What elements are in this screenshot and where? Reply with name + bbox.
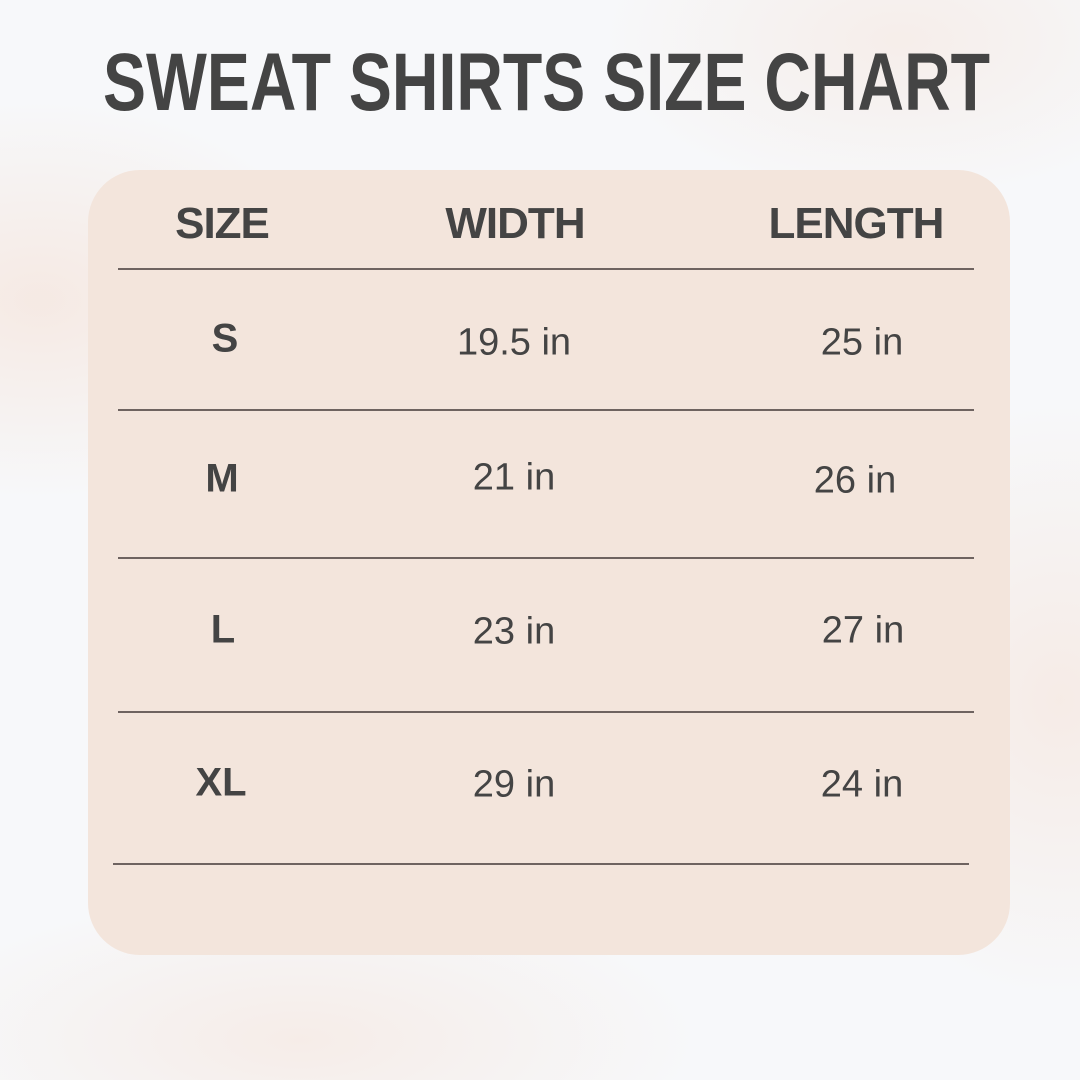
page-title-wrapper: SWEAT SHIRTS SIZE CHART bbox=[103, 37, 990, 128]
divider bbox=[113, 863, 969, 865]
divider bbox=[118, 711, 974, 713]
size-cell: XL bbox=[195, 760, 247, 805]
divider bbox=[118, 557, 974, 559]
size-cell: L bbox=[210, 607, 236, 652]
size-chart-card bbox=[88, 170, 1010, 955]
width-cell: 19.5 in bbox=[456, 321, 572, 364]
divider bbox=[118, 268, 974, 270]
size-cell: S bbox=[211, 316, 239, 361]
header-length: LENGTH bbox=[768, 199, 945, 248]
length-cell: 26 in bbox=[813, 459, 897, 502]
length-cell: 27 in bbox=[821, 609, 905, 652]
length-cell: 24 in bbox=[820, 763, 904, 806]
page-title: SWEAT SHIRTS SIZE CHART bbox=[103, 37, 990, 128]
header-width: WIDTH bbox=[445, 199, 585, 248]
size-cell: M bbox=[205, 456, 239, 501]
length-cell: 25 in bbox=[820, 321, 904, 364]
width-cell: 21 in bbox=[472, 456, 556, 499]
header-size: SIZE bbox=[175, 199, 270, 248]
width-cell: 29 in bbox=[472, 763, 556, 806]
divider bbox=[118, 409, 974, 411]
width-cell: 23 in bbox=[472, 610, 556, 653]
